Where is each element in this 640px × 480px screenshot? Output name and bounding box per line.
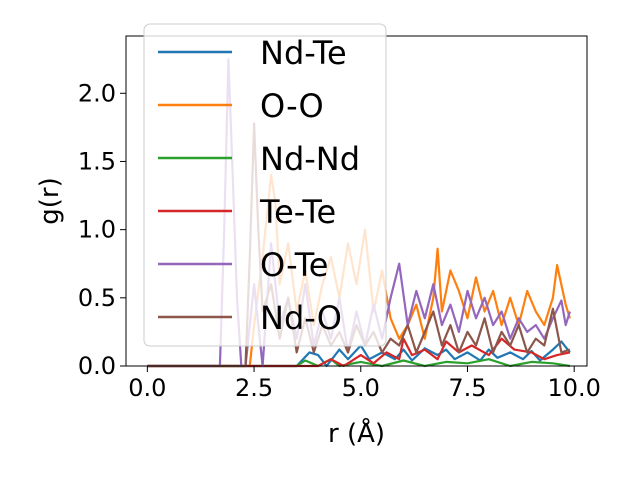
legend-box (143, 23, 387, 347)
legend-entry-4: O-Te (260, 246, 328, 284)
y-tick-label: 1.0 (78, 216, 116, 244)
x-tick-label: 5.0 (342, 374, 380, 402)
y-tick-label: 1.5 (78, 147, 116, 175)
y-tick-label: 0.5 (78, 284, 116, 312)
series-line-0 (147, 340, 571, 368)
legend-entry-0: Nd-Te (260, 34, 347, 72)
series-line-3 (147, 337, 571, 368)
legend-entry-3: Te-Te (259, 193, 336, 231)
legend-entry-5: Nd-O (260, 299, 342, 337)
series-line-2 (147, 358, 571, 368)
x-tick-label: 10.0 (547, 374, 600, 402)
legend: Nd-Te O-O Nd-Nd Te-Te O-Te Nd-O (143, 23, 387, 347)
x-axis-label: r (Å) (328, 417, 385, 449)
legend-entry-1: O-O (260, 87, 324, 125)
x-tick-label: 0.0 (128, 374, 166, 402)
x-tick-label: 2.5 (235, 374, 273, 402)
x-tick-label: 7.5 (448, 374, 486, 402)
y-axis-label: g(r) (35, 177, 65, 224)
axis-ticks: 0.0 2.5 5.0 7.5 10.0 0.0 0.5 1.0 1.5 2.0 (78, 79, 601, 402)
legend-entry-2: Nd-Nd (260, 140, 360, 178)
y-tick-label: 2.0 (78, 79, 116, 107)
y-tick-label: 0.0 (78, 352, 116, 380)
